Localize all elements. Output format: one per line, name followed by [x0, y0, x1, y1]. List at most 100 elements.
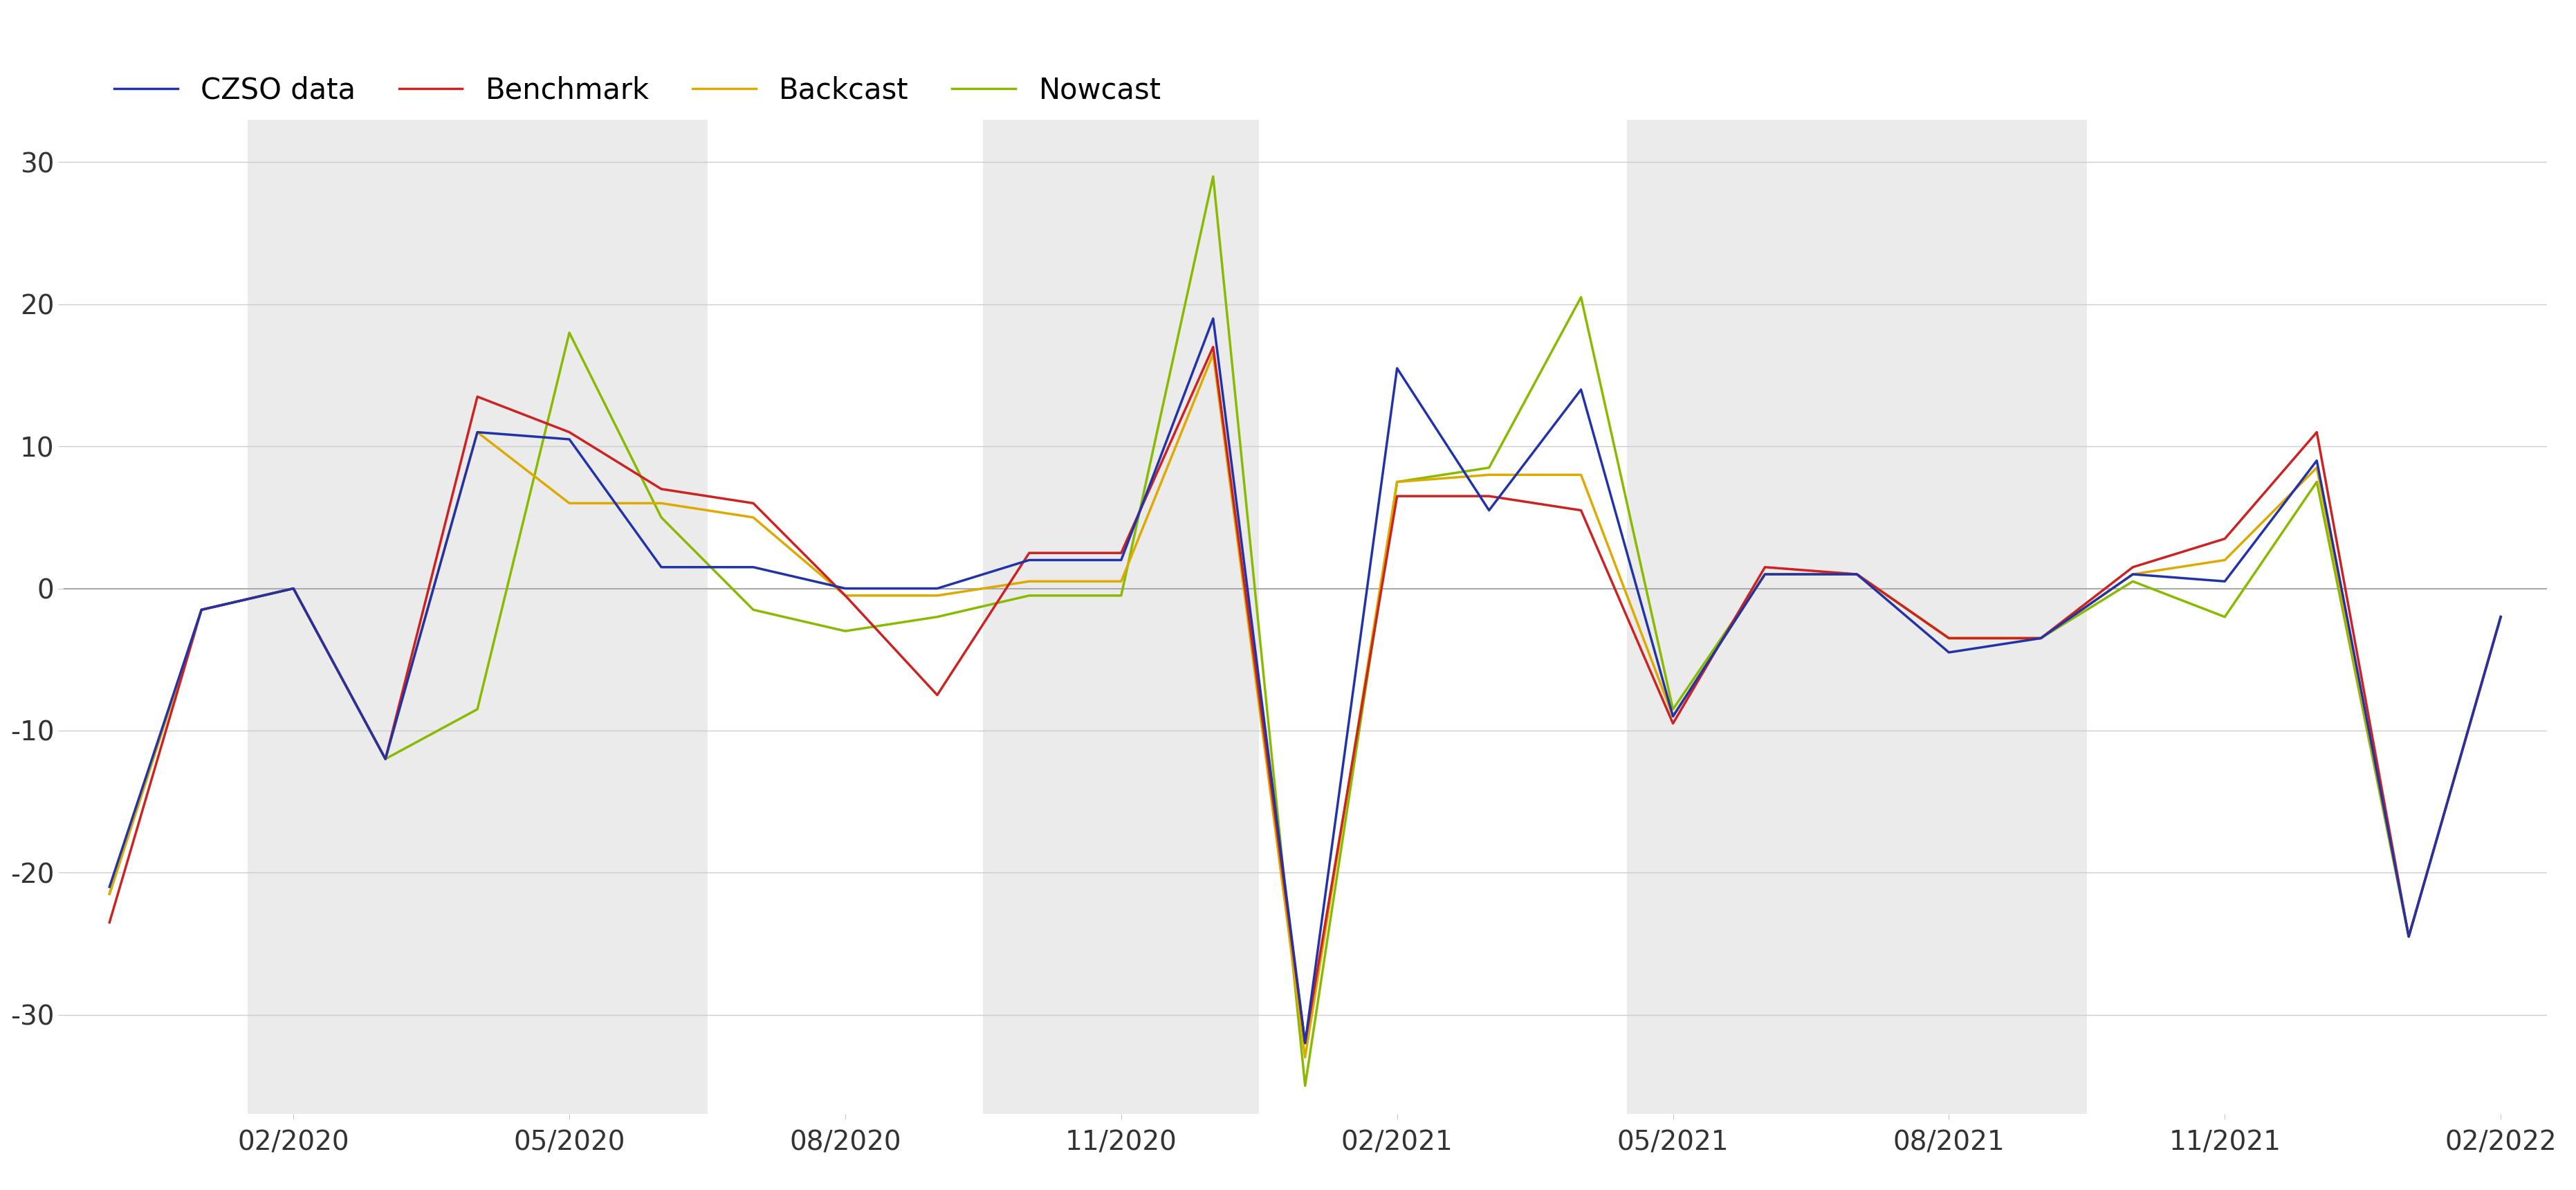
CZSO data — [2210, 575, 2241, 589]
CZSO data — [278, 582, 309, 596]
Nowcast — [2117, 575, 2148, 589]
Benchmark — [371, 752, 402, 766]
Nowcast — [2210, 609, 2241, 624]
Benchmark — [1291, 1036, 1321, 1051]
Nowcast — [2486, 609, 2517, 624]
CZSO data — [1749, 568, 1780, 582]
Benchmark — [2025, 631, 2056, 645]
CZSO data — [829, 582, 860, 596]
Bar — [1628, 120, 2087, 1114]
Nowcast — [1842, 568, 1873, 582]
Nowcast — [1473, 461, 1504, 475]
Nowcast — [185, 602, 216, 616]
Nowcast — [1198, 169, 1229, 183]
Line: Benchmark: Benchmark — [111, 347, 2501, 1044]
CZSO data — [185, 602, 216, 616]
Backcast — [1842, 568, 1873, 582]
CZSO data — [1935, 645, 1965, 659]
Backcast — [922, 588, 953, 602]
Backcast — [829, 588, 860, 602]
Line: Nowcast: Nowcast — [111, 176, 2501, 1085]
Nowcast — [1105, 588, 1136, 602]
CZSO data — [554, 432, 585, 446]
Backcast — [1381, 475, 1412, 489]
Nowcast — [371, 752, 402, 766]
Backcast — [95, 887, 126, 901]
CZSO data — [2300, 453, 2331, 468]
Benchmark — [461, 389, 492, 403]
Line: CZSO data: CZSO data — [111, 319, 2501, 1044]
Backcast — [1566, 468, 1597, 482]
CZSO data — [95, 879, 126, 894]
Legend: CZSO data, Benchmark, Backcast, Nowcast: CZSO data, Benchmark, Backcast, Nowcast — [103, 64, 1172, 117]
Nowcast — [922, 609, 953, 624]
Nowcast — [461, 702, 492, 716]
Backcast — [2210, 553, 2241, 568]
CZSO data — [2486, 609, 2517, 624]
CZSO data — [2393, 929, 2424, 944]
Benchmark — [554, 425, 585, 439]
CZSO data — [1656, 709, 1687, 724]
Nowcast — [1656, 702, 1687, 716]
Benchmark — [2300, 425, 2331, 439]
Benchmark — [1381, 489, 1412, 503]
Benchmark — [1566, 503, 1597, 518]
Backcast — [1473, 468, 1504, 482]
Nowcast — [1935, 631, 1965, 645]
Benchmark — [1015, 546, 1046, 560]
Backcast — [1198, 347, 1229, 362]
Backcast — [1015, 575, 1046, 589]
Benchmark — [1473, 489, 1504, 503]
Benchmark — [737, 496, 768, 511]
CZSO data — [1381, 361, 1412, 375]
Nowcast — [1291, 1078, 1321, 1092]
Backcast — [461, 425, 492, 439]
Benchmark — [1198, 340, 1229, 355]
Nowcast — [829, 624, 860, 638]
Benchmark — [1105, 546, 1136, 560]
CZSO data — [2025, 631, 2056, 645]
Backcast — [2300, 461, 2331, 475]
CZSO data — [922, 582, 953, 596]
Backcast — [278, 582, 309, 596]
Benchmark — [2393, 929, 2424, 944]
Nowcast — [737, 602, 768, 616]
Nowcast — [554, 326, 585, 340]
Bar — [984, 120, 1260, 1114]
Line: Backcast: Backcast — [111, 355, 2501, 1058]
Backcast — [1935, 631, 1965, 645]
Backcast — [2393, 929, 2424, 944]
CZSO data — [1015, 553, 1046, 568]
Backcast — [2025, 631, 2056, 645]
Backcast — [554, 496, 585, 511]
Nowcast — [1566, 290, 1597, 305]
CZSO data — [1198, 312, 1229, 326]
Benchmark — [2210, 532, 2241, 546]
Backcast — [2117, 568, 2148, 582]
Backcast — [647, 496, 677, 511]
Benchmark — [185, 602, 216, 616]
Nowcast — [2300, 475, 2331, 489]
Backcast — [1291, 1051, 1321, 1065]
Backcast — [737, 511, 768, 525]
Nowcast — [647, 511, 677, 525]
Backcast — [1105, 575, 1136, 589]
Nowcast — [95, 887, 126, 901]
Benchmark — [2486, 609, 2517, 624]
CZSO data — [461, 425, 492, 439]
CZSO data — [737, 560, 768, 575]
Nowcast — [1015, 588, 1046, 602]
Benchmark — [922, 688, 953, 702]
CZSO data — [1842, 568, 1873, 582]
Nowcast — [1749, 568, 1780, 582]
Bar — [247, 120, 708, 1114]
Benchmark — [1842, 568, 1873, 582]
Benchmark — [829, 588, 860, 602]
CZSO data — [2117, 568, 2148, 582]
Benchmark — [95, 915, 126, 929]
CZSO data — [371, 752, 402, 766]
Benchmark — [1749, 560, 1780, 575]
Backcast — [185, 602, 216, 616]
Nowcast — [1381, 475, 1412, 489]
Nowcast — [2025, 631, 2056, 645]
